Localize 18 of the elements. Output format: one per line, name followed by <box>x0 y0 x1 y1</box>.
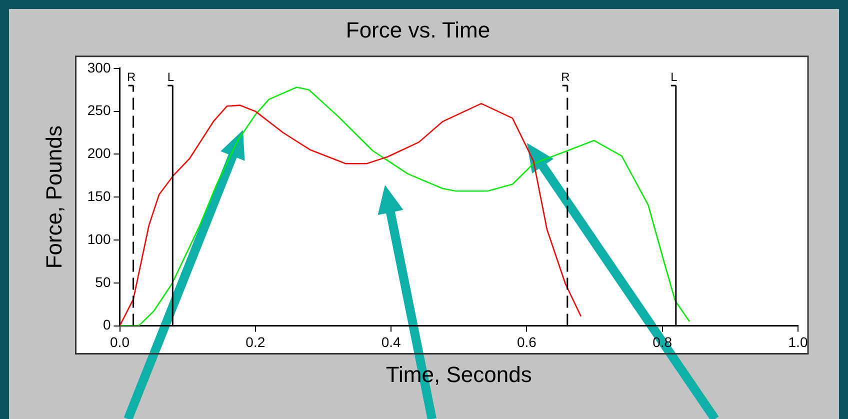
y-tick-label: 200 <box>87 145 111 162</box>
y-tick-label: 250 <box>87 102 111 118</box>
y-tick-label: 0 <box>102 316 111 333</box>
ref-line-label: R <box>126 70 136 84</box>
y-tick-label: 300 <box>87 59 111 76</box>
chart-title: Force vs. Time <box>346 17 490 42</box>
x-tick-label: 0.6 <box>516 334 537 350</box>
y-tick-label: 100 <box>87 230 111 247</box>
x-tick-label: 0.0 <box>110 334 130 350</box>
x-tick-label: 0.2 <box>246 334 266 350</box>
ref-line-label: R <box>561 70 570 84</box>
x-tick-label: 0.4 <box>381 334 401 350</box>
ref-line-label: L <box>167 70 174 84</box>
y-tick-label: 50 <box>95 274 111 290</box>
y-axis-title: Force, Pounds <box>41 126 66 269</box>
y-tick-label: 150 <box>87 188 111 204</box>
ref-line-label: L <box>670 70 678 84</box>
x-tick-label: 1.0 <box>788 334 808 350</box>
